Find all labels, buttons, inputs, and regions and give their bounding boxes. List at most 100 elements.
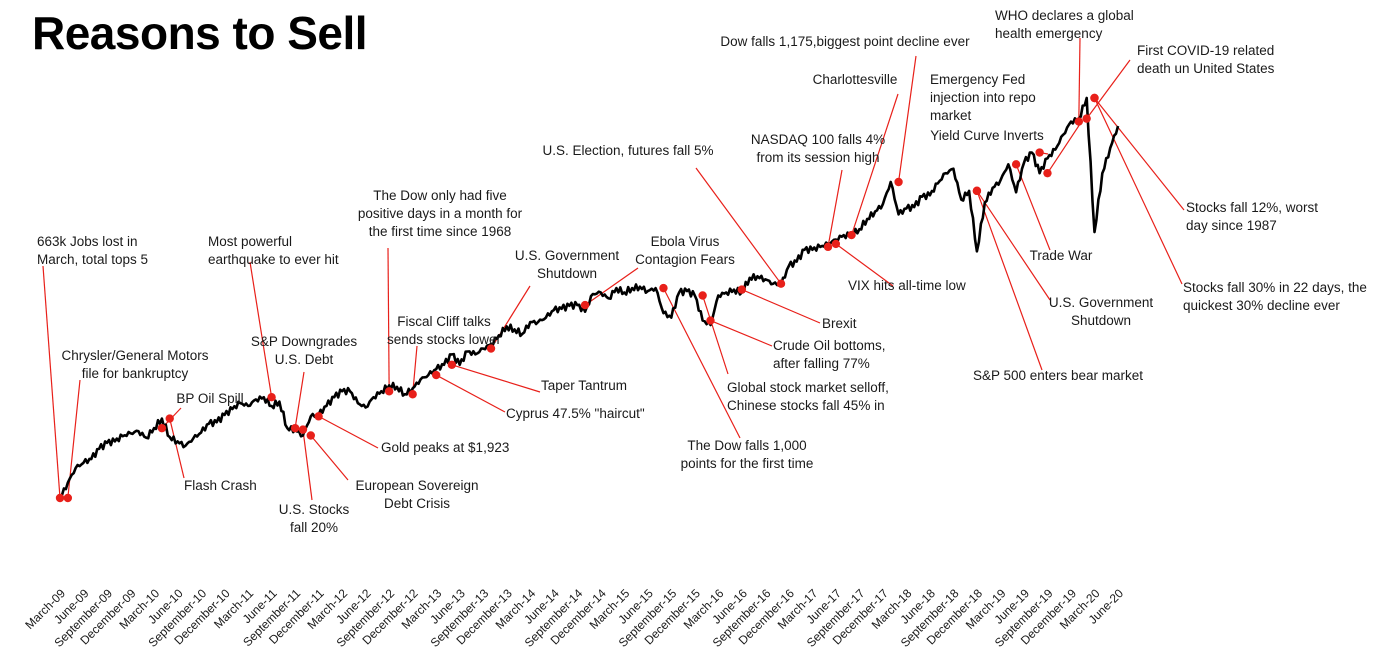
event-label: Fiscal Cliff talks sends stocks lower bbox=[387, 314, 502, 347]
event-label: U.S. Government Shutdown bbox=[1049, 295, 1154, 328]
event-leader bbox=[897, 55, 917, 183]
event-label: Cyprus 47.5% "haircut" bbox=[506, 406, 645, 421]
event-leader bbox=[702, 295, 729, 375]
event-leader bbox=[1094, 97, 1185, 211]
event-label: Emergency Fed injection into repo market bbox=[930, 72, 1036, 123]
event-marker bbox=[706, 316, 715, 325]
price-series bbox=[58, 96, 1120, 499]
event-leader bbox=[294, 371, 305, 429]
event-marker bbox=[823, 242, 833, 252]
event-label: European Sovereign Debt Crisis bbox=[355, 478, 478, 511]
event-label: Gold peaks at $1,923 bbox=[381, 440, 509, 455]
event-leader bbox=[850, 93, 899, 236]
event-label: U.S. Stocks fall 20% bbox=[279, 502, 350, 535]
event-marker bbox=[1011, 160, 1021, 169]
event-marker bbox=[847, 230, 856, 240]
event-marker bbox=[306, 431, 315, 440]
event-marker bbox=[1074, 117, 1084, 126]
event-leader bbox=[695, 167, 782, 285]
event-label: Flash Crash bbox=[184, 478, 257, 493]
event-leader bbox=[387, 247, 390, 392]
event-label: Ebola Virus Contagion Fears bbox=[635, 234, 735, 267]
event-label: Stocks fall 30% in 22 days, the quickest … bbox=[1183, 280, 1367, 313]
event-labels: 663k Jobs lost in March, total tops 5 Chry… bbox=[37, 8, 1367, 535]
event-leader bbox=[662, 287, 741, 439]
event-leader bbox=[318, 415, 379, 449]
x-axis-ticks: March-09June-09September-09December-09Ma… bbox=[22, 586, 1126, 650]
event-label: Charlottesville bbox=[813, 72, 898, 87]
event-leader bbox=[584, 267, 639, 306]
event-marker bbox=[447, 360, 457, 369]
event-marker bbox=[972, 186, 982, 196]
event-label: U.S. Election, futures fall 5% bbox=[542, 143, 713, 158]
event-marker bbox=[55, 493, 65, 503]
event-leader bbox=[451, 364, 541, 393]
page-title: Reasons to Sell bbox=[32, 7, 368, 59]
event-label: 663k Jobs lost in March, total tops 5 bbox=[37, 234, 148, 267]
event-marker bbox=[165, 414, 174, 423]
event-leader bbox=[1093, 97, 1183, 285]
event-marker bbox=[1090, 93, 1099, 103]
event-leader bbox=[42, 265, 61, 499]
event-marker bbox=[737, 285, 747, 294]
event-label: The Dow falls 1,000 points for the first … bbox=[681, 438, 814, 471]
event-marker bbox=[408, 390, 417, 399]
event-marker bbox=[831, 239, 841, 249]
event-marker bbox=[1035, 148, 1044, 157]
event-marker bbox=[314, 412, 323, 421]
event-marker bbox=[290, 423, 300, 433]
event-label: U.S. Government Shutdown bbox=[515, 248, 620, 281]
event-leader bbox=[435, 374, 506, 413]
event-marker bbox=[157, 423, 167, 433]
event-label: The Dow only had five positive days in a … bbox=[358, 188, 523, 239]
event-leader bbox=[169, 418, 185, 479]
event-marker bbox=[894, 177, 903, 187]
event-label: WHO declares a global health emergency bbox=[995, 8, 1134, 41]
event-label: Crude Oil bottoms, after falling 77% bbox=[773, 338, 886, 371]
event-leader bbox=[249, 261, 273, 398]
event-leader bbox=[302, 429, 313, 501]
event-marker bbox=[384, 387, 394, 396]
event-leader bbox=[1046, 123, 1081, 174]
event-marker bbox=[63, 493, 73, 503]
event-marker bbox=[267, 392, 276, 402]
event-label: Most powerful earthquake to ever hit bbox=[208, 234, 339, 267]
event-marker bbox=[486, 344, 496, 353]
event-label: S&P 500 enters bear market bbox=[973, 368, 1143, 383]
event-marker bbox=[298, 425, 308, 434]
event-marker bbox=[698, 291, 707, 300]
event-leader bbox=[1078, 37, 1081, 122]
price-line bbox=[58, 96, 1120, 499]
event-label: BP Oil Spill bbox=[176, 391, 243, 406]
event-label: VIX hits all-time low bbox=[848, 278, 966, 293]
event-label: Taper Tantrum bbox=[541, 378, 627, 393]
event-markers bbox=[55, 93, 1099, 503]
event-marker bbox=[776, 279, 786, 288]
event-label: First COVID-19 related death un United St… bbox=[1137, 43, 1275, 76]
event-label: NASDAQ 100 falls 4% from its session high bbox=[751, 132, 885, 165]
event-label: Chrysler/General Motors file for bankrupt… bbox=[61, 348, 208, 381]
event-marker bbox=[1043, 168, 1052, 178]
event-marker bbox=[1082, 114, 1091, 123]
event-label: Dow falls 1,175,biggest point decline ev… bbox=[720, 34, 970, 49]
leader-lines bbox=[42, 37, 1185, 501]
event-marker bbox=[580, 300, 590, 310]
event-label: Stocks fall 12%, worst day since 1987 bbox=[1186, 200, 1318, 233]
event-leader bbox=[976, 190, 1043, 371]
event-leader bbox=[310, 435, 349, 481]
event-leader bbox=[976, 190, 1051, 301]
event-leader bbox=[835, 243, 894, 287]
event-leader bbox=[1086, 59, 1131, 119]
event-marker bbox=[659, 283, 668, 293]
event-label: Yield Curve Inverts bbox=[930, 128, 1044, 143]
event-leader bbox=[827, 169, 843, 247]
event-marker bbox=[431, 370, 441, 380]
event-label: Trade War bbox=[1030, 248, 1093, 263]
event-leader bbox=[741, 289, 821, 324]
event-leader bbox=[1015, 164, 1051, 251]
event-label: S&P Downgrades U.S. Debt bbox=[251, 334, 358, 367]
event-label: Global stock market selloff, Chinese stoc… bbox=[727, 380, 889, 413]
event-leader bbox=[710, 319, 773, 347]
event-label: Brexit bbox=[822, 316, 857, 331]
